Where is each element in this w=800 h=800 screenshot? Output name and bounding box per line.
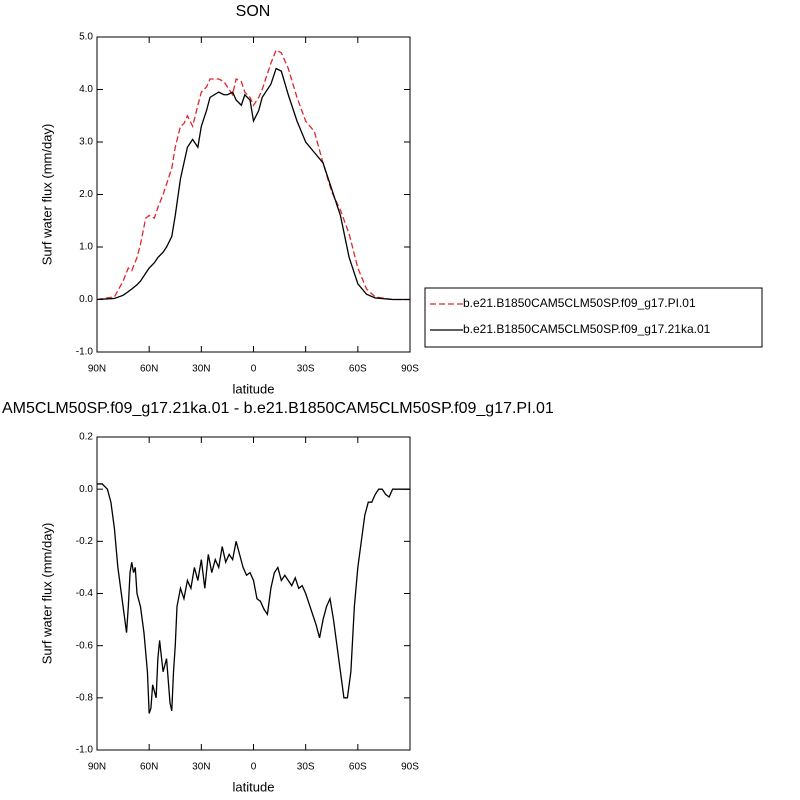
x-tick-label: 30S [297, 762, 315, 773]
x-tick-label: 90S [401, 762, 419, 773]
x-tick-label: 60N [140, 364, 158, 375]
x-tick-label: 90N [88, 762, 106, 773]
x-tick-label: 0 [251, 762, 257, 773]
legend-box [424, 287, 763, 348]
data-line [96, 49, 410, 301]
chart-title: SON [236, 3, 271, 20]
legend-label: b.e21.B1850CAM5CLM50SP.f09_g17.PI.01 [463, 296, 696, 310]
y-tick-label: 1.0 [79, 242, 93, 253]
chart-title: AM5CLM50SP.f09_g17.21ka.01 - b.e21.B1850… [2, 400, 554, 417]
x-tick-label: 90N [88, 364, 106, 375]
y-axis-label: Surf water flux (mm/day) [39, 124, 54, 266]
plot-frame [96, 36, 411, 353]
x-tick-label: 90S [401, 364, 419, 375]
data-line [96, 67, 410, 301]
x-tick-label: 60S [349, 762, 367, 773]
x-tick-label: 30N [192, 364, 210, 375]
x-tick-label: 30S [297, 364, 315, 375]
y-tick-label: 3.0 [79, 137, 93, 148]
legend-label: b.e21.B1850CAM5CLM50SP.f09_g17.21ka.01 [463, 322, 711, 336]
x-tick-label: 60S [349, 364, 367, 375]
y-tick-label: -0.8 [76, 692, 94, 703]
x-tick-label: 0 [251, 364, 257, 375]
y-axis-label: Surf water flux (mm/day) [39, 523, 54, 665]
y-tick-label: -0.4 [76, 588, 94, 599]
x-axis-label: latitude [233, 381, 275, 396]
x-tick-label: 60N [140, 762, 158, 773]
y-tick-label: 0.0 [79, 484, 93, 495]
plot-frame [96, 436, 411, 751]
y-tick-label: 2.0 [79, 189, 93, 200]
y-tick-label: -0.2 [76, 536, 94, 547]
y-tick-label: 4.0 [79, 84, 93, 95]
y-tick-label: -1.0 [76, 347, 94, 358]
y-tick-label: 0.0 [79, 294, 93, 305]
y-tick-label: -1.0 [76, 745, 94, 756]
y-tick-label: 5.0 [79, 32, 93, 43]
y-tick-label: -0.6 [76, 640, 94, 651]
x-axis-label: latitude [233, 779, 275, 794]
x-tick-label: 30N [192, 762, 210, 773]
y-tick-label: 0.2 [79, 432, 93, 443]
data-line [97, 483, 410, 714]
